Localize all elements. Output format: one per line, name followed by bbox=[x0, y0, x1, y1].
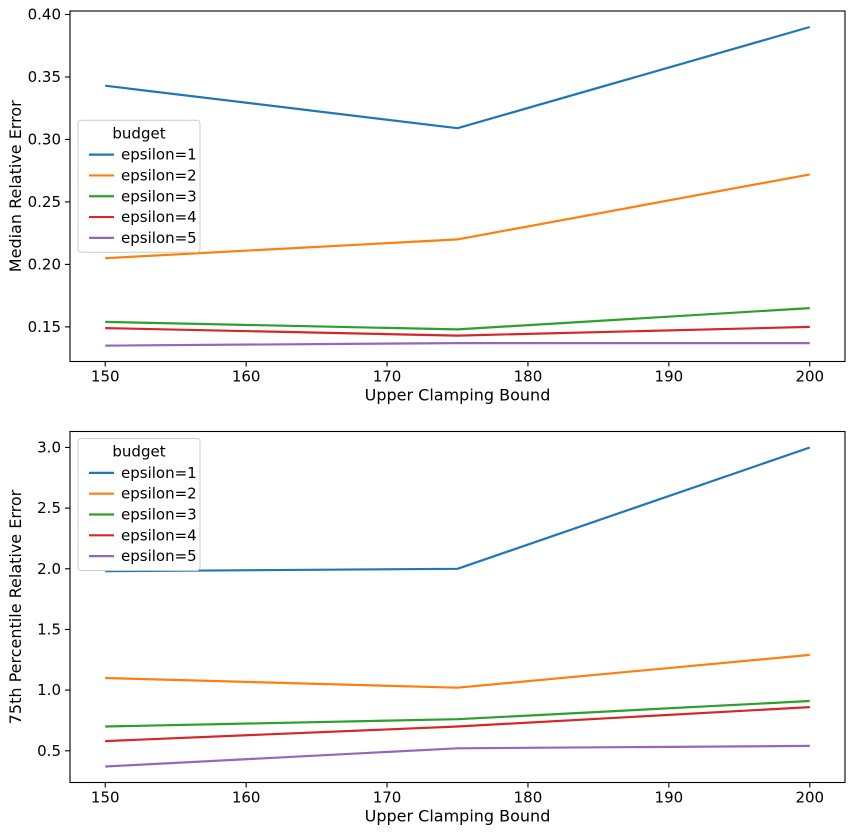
y-tick-label: 1.5 bbox=[37, 620, 61, 638]
y-tick-label: 0.15 bbox=[28, 318, 61, 336]
y-tick-label: 1.0 bbox=[37, 681, 61, 699]
legend-entry-label: epsilon=2 bbox=[121, 485, 197, 503]
legend-frame bbox=[77, 438, 201, 571]
series-line-epsilon-3 bbox=[105, 307, 810, 331]
y-tick-label: 3.0 bbox=[37, 438, 61, 456]
y-tick-label: 2.5 bbox=[37, 499, 61, 517]
x-tick-label: 150 bbox=[91, 789, 120, 807]
x-tick-label: 200 bbox=[795, 789, 824, 807]
y-axis-label: 75th Percentile Relative Error bbox=[6, 489, 25, 724]
axes-frame bbox=[69, 10, 846, 363]
x-tick-label: 160 bbox=[232, 368, 261, 386]
legend-entry-epsilon-2: epsilon=2 bbox=[89, 485, 197, 503]
x-tick-label: 190 bbox=[655, 368, 684, 386]
series-line-epsilon-2 bbox=[105, 653, 810, 689]
legend: budget epsilon=1 epsilon=2 epsilon=3 epsilon… bbox=[77, 438, 201, 571]
legend-entry-epsilon-1: epsilon=1 bbox=[89, 146, 197, 164]
legend-entry-label: epsilon=5 bbox=[121, 229, 197, 247]
y-tick-label: 0.35 bbox=[28, 68, 61, 86]
x-tick-label: 180 bbox=[514, 789, 543, 807]
legend-title: budget bbox=[112, 443, 165, 461]
legend-entry-epsilon-3: epsilon=3 bbox=[89, 506, 197, 524]
legend-entry-label: epsilon=1 bbox=[121, 464, 197, 482]
legend-entry-label: epsilon=2 bbox=[121, 166, 197, 184]
legend-entry-label: epsilon=4 bbox=[121, 526, 197, 544]
series-line-epsilon-1 bbox=[105, 25, 811, 130]
x-tick-label: 180 bbox=[514, 368, 543, 386]
x-tick-label: 160 bbox=[232, 789, 261, 807]
legend-entry-epsilon-1: epsilon=1 bbox=[89, 464, 197, 482]
axes-75th-percentile-relative-error: 150 160 170 180 190 200 0.5 1.0 1.5 2.0 2.5 3.0 Uppe… bbox=[6, 430, 846, 826]
y-tick-label: 0.5 bbox=[37, 742, 61, 760]
x-tick-label: 170 bbox=[373, 789, 402, 807]
x-tick-label: 170 bbox=[373, 368, 402, 386]
y-tick-label: 0.20 bbox=[28, 255, 61, 273]
series-line-epsilon-2 bbox=[105, 173, 810, 260]
x-tick-label: 150 bbox=[91, 368, 120, 386]
series-line-epsilon-3 bbox=[105, 699, 810, 728]
legend-title: budget bbox=[112, 124, 165, 142]
legend-entry-label: epsilon=1 bbox=[121, 146, 197, 164]
legend-entry-epsilon-2: epsilon=2 bbox=[89, 166, 197, 184]
legend: budget epsilon=1 epsilon=2 epsilon=3 epsilon… bbox=[77, 119, 201, 253]
x-axis-label: Upper Clamping Bound bbox=[365, 807, 551, 826]
legend-entry-label: epsilon=3 bbox=[121, 506, 197, 524]
series-line-epsilon-5 bbox=[105, 342, 810, 347]
axes-median-relative-error: 150 160 170 180 190 200 0.15 0.20 0.25 0.30 0.35 0.… bbox=[6, 5, 846, 405]
legend-frame bbox=[77, 119, 201, 253]
legend-entry-epsilon-3: epsilon=3 bbox=[89, 187, 197, 205]
legend-entry-epsilon-4: epsilon=4 bbox=[89, 208, 197, 226]
y-tick-label: 0.25 bbox=[28, 193, 61, 211]
legend-entry-label: epsilon=4 bbox=[121, 208, 197, 226]
y-tick-label: 0.40 bbox=[28, 5, 61, 23]
y-tick-label: 0.30 bbox=[28, 130, 61, 148]
x-tick-label: 190 bbox=[655, 789, 684, 807]
axes-frame bbox=[69, 430, 846, 784]
y-tick-label: 2.0 bbox=[37, 560, 61, 578]
y-axis-label: Median Relative Error bbox=[6, 100, 25, 272]
legend-entry-epsilon-5: epsilon=5 bbox=[89, 547, 197, 565]
x-axis-label: Upper Clamping Bound bbox=[365, 386, 551, 405]
legend-entry-epsilon-4: epsilon=4 bbox=[89, 526, 197, 544]
legend-entry-label: epsilon=3 bbox=[121, 187, 197, 205]
series-line-epsilon-4 bbox=[105, 325, 810, 337]
series-line-epsilon-5 bbox=[105, 744, 810, 768]
series-line-epsilon-1 bbox=[105, 446, 811, 573]
x-tick-label: 200 bbox=[795, 368, 824, 386]
legend-entry-epsilon-5: epsilon=5 bbox=[89, 229, 197, 247]
series-line-epsilon-4 bbox=[105, 706, 810, 743]
legend-entry-label: epsilon=5 bbox=[121, 547, 197, 565]
